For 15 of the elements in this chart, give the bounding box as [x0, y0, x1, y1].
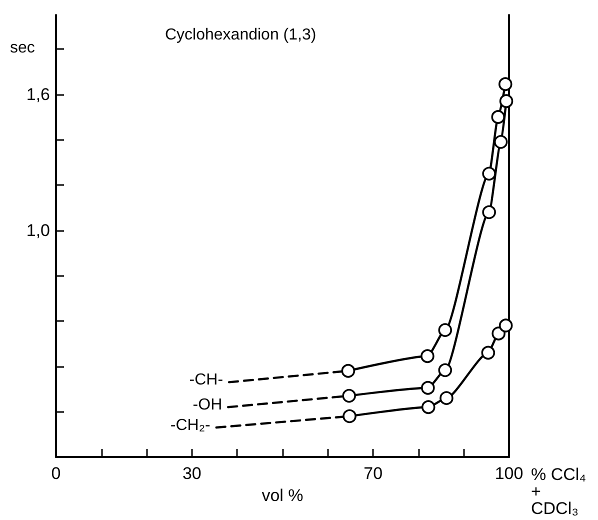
text: CDCl₃: [531, 499, 579, 518]
x-tick-label: 70: [364, 464, 383, 483]
series-label: -CH₂-: [170, 417, 210, 434]
x-tick-label: 0: [51, 464, 61, 483]
x-axis-title: vol %: [262, 486, 304, 505]
x-tick-label: 100: [494, 464, 524, 483]
series-label: -CH-: [189, 372, 224, 389]
text: Cyclohexandion (1,3): [165, 26, 316, 44]
y-tick-label: 1,0: [26, 220, 50, 240]
series-label: -OH: [192, 396, 222, 414]
x-tick-label: 30: [182, 464, 202, 483]
text: % CCl₄: [531, 465, 586, 484]
y-tick-label: 1,6: [26, 84, 50, 104]
y-axis-title: sec: [10, 40, 35, 56]
text: +: [531, 482, 541, 501]
